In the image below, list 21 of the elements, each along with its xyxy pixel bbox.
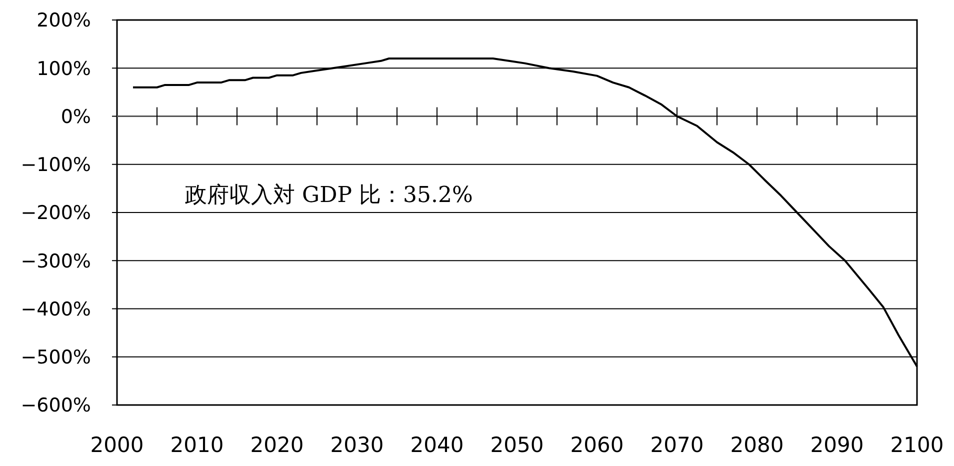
x-tick-label: 2060 xyxy=(570,433,624,457)
y-tick-label: −500% xyxy=(20,346,91,369)
x-tick-label: 2080 xyxy=(730,433,784,457)
x-tick-label: 2030 xyxy=(330,433,384,457)
annotation: 政府収入対 GDP 比：35.2% xyxy=(185,183,473,208)
x-tick-label: 2050 xyxy=(490,433,544,457)
x-tick-label: 2000 xyxy=(90,433,144,457)
y-tick-label: −400% xyxy=(20,298,91,320)
x-tick-label: 2010 xyxy=(170,433,224,457)
x-tick-label: 2040 xyxy=(410,433,464,457)
y-tick-label: −200% xyxy=(20,202,91,224)
x-tick-label: 2090 xyxy=(810,433,864,457)
y-tick-label: 200% xyxy=(36,10,91,32)
x-tick-label: 2070 xyxy=(650,433,704,457)
y-tick-label: −100% xyxy=(20,154,91,176)
y-tick-label: −300% xyxy=(20,250,91,272)
x-tick-label: 2020 xyxy=(250,433,304,457)
x-tick-label: 2100 xyxy=(890,433,944,457)
y-tick-label: −600% xyxy=(20,394,91,417)
y-tick-label: 0% xyxy=(60,106,91,128)
y-tick-label: 100% xyxy=(36,58,91,80)
